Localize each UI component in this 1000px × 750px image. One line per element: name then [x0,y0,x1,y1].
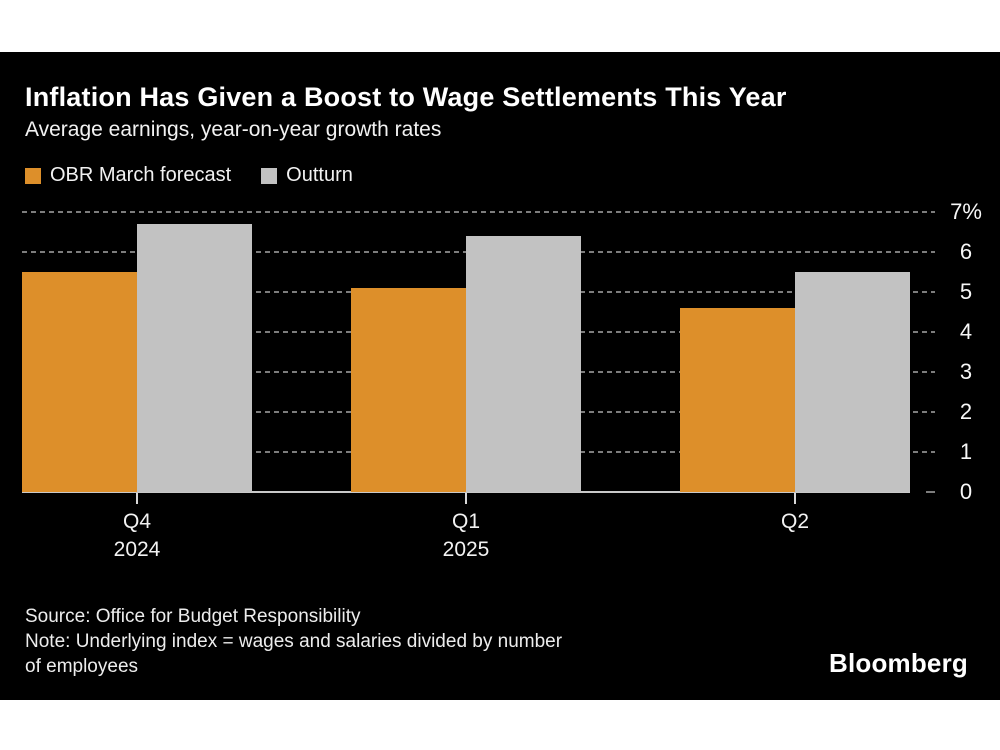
zero-gridline-dash [926,491,935,493]
bloomberg-logo: Bloomberg [828,648,968,678]
y-axis-label-6: 6 [959,239,973,264]
bar-obr-march-forecast-q1-2025 [351,288,466,492]
y-axis-label-4: 4 [959,319,973,344]
x-axis-label-line: Q1 [451,510,480,533]
gridline-7 [22,211,935,213]
x-axis-tick-q4-2024 [136,493,138,504]
y-axis-label-1: 1 [959,439,973,464]
legend-label-forecast: OBR March forecast [50,164,232,186]
x-axis-label-line: 2024 [113,538,161,561]
legend-label-outturn: Outturn [286,164,353,186]
y-axis-label-7: 7% [950,199,982,224]
legend-item-outturn: Outturn [261,164,353,187]
note-line-1: Note: Underlying index = wages and salar… [25,631,563,652]
y-axis-label-5: 5 [959,279,973,304]
chart-subtitle: Average earnings, year-on-year growth ra… [25,118,442,141]
chart-title: Inflation Has Given a Boost to Wage Sett… [25,82,787,112]
x-axis-label-q2: Q2 [725,508,865,536]
x-axis-label-line: Q2 [780,510,809,533]
y-axis-label-2: 2 [959,399,973,424]
chart-card: Inflation Has Given a Boost to Wage Sett… [0,52,1000,700]
outturn-swatch-icon [261,167,278,184]
source-line: Source: Office for Budget Responsibility [25,606,361,627]
bar-outturn-q2 [795,272,910,492]
x-axis-label-line: 2025 [442,538,490,561]
source-note: Source: Office for Budget Responsibility… [25,604,562,679]
y-axis-label-3: 3 [959,359,973,384]
x-axis-tick-q2 [794,493,796,504]
y-axis-label-0: 0 [959,479,973,504]
bar-outturn-q4-2024 [137,224,252,492]
chart-legend: OBR March forecast Outturn [25,164,353,187]
bar-obr-march-forecast-q2 [680,308,795,492]
x-axis-baseline [22,491,910,493]
forecast-swatch-icon [25,167,41,184]
bar-obr-march-forecast-q4-2024 [22,272,137,492]
note-line-2: of employees [25,656,139,677]
x-axis-label-line: Q4 [122,510,151,533]
x-axis-label-q1-2025: Q1 2025 [396,508,536,564]
bar-outturn-q1-2025 [466,236,581,492]
x-axis-tick-q1-2025 [465,493,467,504]
x-axis-label-q4-2024: Q4 2024 [67,508,207,564]
bar-chart-plot-area: 0 1 2 3 4 5 6 7% Q4 2024 Q1 2025 Q2 [0,52,1000,700]
legend-item-forecast: OBR March forecast [25,164,231,187]
